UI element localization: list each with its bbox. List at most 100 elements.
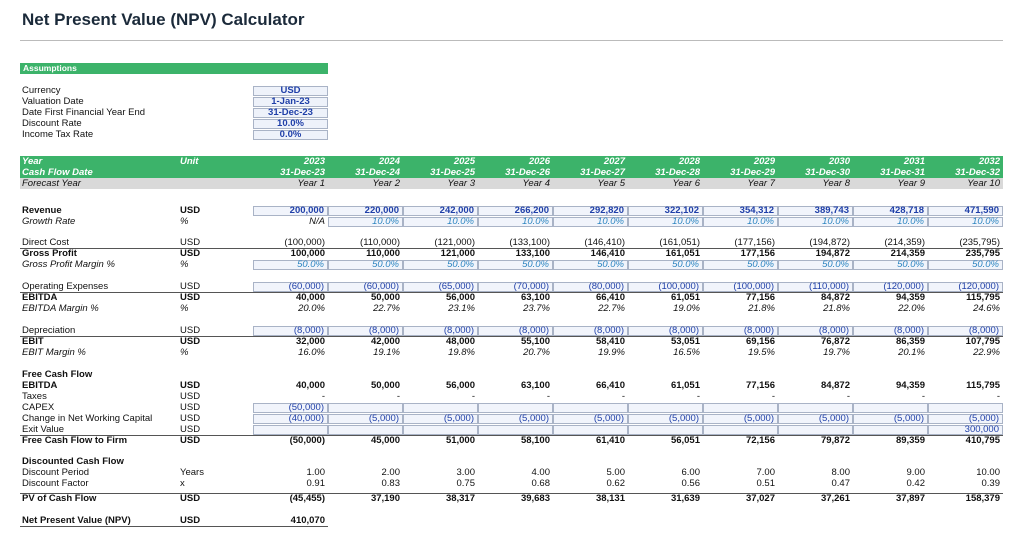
value-cell: 6.00: [681, 467, 701, 478]
value-cell: 177,156: [740, 248, 775, 259]
value-cell: 58,100: [520, 435, 550, 446]
total-line: [20, 336, 1003, 337]
value-cell: (45,455): [289, 493, 325, 504]
value-cell: 10.0%: [553, 217, 628, 227]
value-cell: 61,410: [595, 435, 625, 446]
value-cell: 31-Dec-30: [805, 167, 850, 178]
row-label: Discount Period: [22, 467, 90, 478]
value-cell: (80,000): [553, 282, 628, 292]
value-cell: (8,000): [253, 326, 328, 336]
value-cell: 10.0%: [703, 217, 778, 227]
value-cell: 37,897: [895, 493, 925, 504]
value-cell: 50,000: [370, 292, 400, 303]
value-cell: 50.0%: [403, 260, 478, 270]
value-cell: 20.7%: [523, 347, 550, 358]
value-cell: (5,000): [403, 414, 478, 424]
value-cell: 50.0%: [928, 260, 1003, 270]
value-cell: 19.0%: [673, 303, 700, 314]
value-cell: 39,683: [520, 493, 550, 504]
value-cell: 56,051: [670, 435, 700, 446]
value-cell: 51,000: [445, 435, 475, 446]
value-cell: (5,000): [703, 414, 778, 424]
value-cell: (65,000): [403, 282, 478, 292]
assumption-label: Currency: [22, 85, 61, 96]
value-cell: 9.00: [906, 467, 926, 478]
value-cell: 10.0%: [778, 217, 853, 227]
value-cell: 2031: [903, 156, 925, 167]
value-cell: -: [546, 391, 550, 402]
input-cell: [328, 403, 403, 413]
value-cell: 79,872: [820, 435, 850, 446]
value-cell: 63,100: [520, 380, 550, 391]
value-cell: 235,795: [965, 248, 1000, 259]
row-label: Gross Profit Margin %: [22, 259, 115, 270]
value-cell: 31-Dec-24: [355, 167, 400, 178]
value-cell: 22.7%: [373, 303, 400, 314]
value-cell: 471,590: [928, 206, 1003, 216]
value-cell: 50.0%: [853, 260, 928, 270]
value-cell: 2.00: [381, 467, 401, 478]
value-cell: 66,410: [595, 380, 625, 391]
value-cell: 200,000: [253, 206, 328, 216]
input-cell: [703, 403, 778, 413]
value-cell: 8.00: [831, 467, 851, 478]
value-cell: 37,027: [745, 493, 775, 504]
value-cell: 5.00: [606, 467, 626, 478]
row-label: Gross Profit: [22, 248, 77, 259]
value-cell: 19.8%: [448, 347, 475, 358]
value-cell: 2026: [528, 156, 550, 167]
value-cell: 107,795: [965, 336, 1000, 347]
value-cell: 266,200: [478, 206, 553, 216]
value-cell: 31-Dec-23: [280, 167, 325, 178]
value-cell: 50.0%: [253, 260, 328, 270]
value-cell: 16.5%: [673, 347, 700, 358]
value-cell: 19.1%: [373, 347, 400, 358]
value-cell: 89,359: [895, 435, 925, 446]
value-cell: 214,359: [890, 248, 925, 259]
row-label: Direct Cost: [22, 237, 69, 248]
value-cell: 31-Dec-27: [580, 167, 625, 178]
row-label: EBIT Margin %: [22, 347, 86, 358]
input-cell: [853, 425, 928, 435]
value-cell: 31-Dec-28: [655, 167, 700, 178]
value-cell: (8,000): [478, 326, 553, 336]
value-cell: (8,000): [628, 326, 703, 336]
value-cell: 133,100: [515, 248, 550, 259]
input-cell: [778, 425, 853, 435]
value-cell: 0.42: [906, 478, 926, 489]
value-cell: 50.0%: [703, 260, 778, 270]
value-cell: 20.1%: [898, 347, 925, 358]
value-cell: 2029: [753, 156, 775, 167]
value-cell: 77,156: [745, 380, 775, 391]
value-cell: 10.0%: [328, 217, 403, 227]
value-cell: 0.51: [756, 478, 776, 489]
divider: [20, 40, 1003, 41]
row-label: Net Present Value (NPV): [22, 515, 131, 526]
value-cell: 19.7%: [823, 347, 850, 358]
assumption-label: Date First Financial Year End: [22, 107, 146, 118]
value-cell: 24.6%: [973, 303, 1000, 314]
row-unit: USD: [180, 515, 201, 526]
value-cell: -: [321, 391, 325, 402]
row-label: Forecast Year: [22, 178, 81, 189]
value-cell: 50.0%: [478, 260, 553, 270]
input-cell: [778, 403, 853, 413]
value-cell: 10.0%: [478, 217, 553, 227]
value-cell: 0.56: [681, 478, 701, 489]
value-cell: (100,000): [284, 237, 325, 248]
value-cell: 61,051: [670, 292, 700, 303]
row-label: Free Cash Flow to Firm: [22, 435, 128, 446]
row-label: Discount Factor: [22, 478, 89, 489]
input-cell: [853, 403, 928, 413]
value-cell: 0.47: [831, 478, 851, 489]
value-cell: 31-Dec-25: [430, 167, 475, 178]
value-cell: (70,000): [478, 282, 553, 292]
value-cell: 37,190: [370, 493, 400, 504]
value-cell: 2024: [378, 156, 400, 167]
row-unit: x: [180, 478, 185, 489]
value-cell: 63,100: [520, 292, 550, 303]
value-cell: 50.0%: [628, 260, 703, 270]
value-cell: 48,000: [445, 336, 475, 347]
value-cell: (40,000): [253, 414, 328, 424]
assumption-value: 31-Dec-23: [253, 108, 328, 118]
